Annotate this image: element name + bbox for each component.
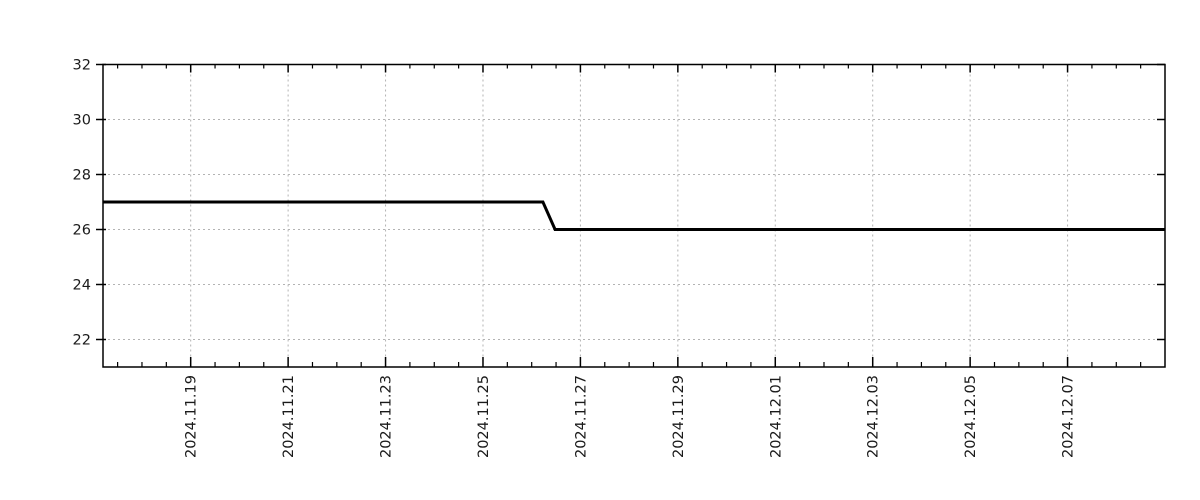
x-tick-label: 2024.12.03 (866, 375, 882, 458)
x-tick-label: 2024.11.21 (281, 375, 297, 458)
y-tick-label: 28 (73, 168, 91, 184)
y-tick-label: 26 (73, 223, 91, 239)
x-tick-label: 2024.11.27 (573, 375, 589, 458)
x-tick-label: 2024.11.23 (379, 375, 395, 458)
y-tick-label: 32 (73, 58, 91, 74)
x-tick-label: 2024.12.01 (768, 375, 784, 458)
x-tick-label: 2024.11.29 (671, 375, 687, 458)
plot-border (102, 63, 1166, 368)
series-line (103, 200, 1165, 231)
x-tick-label: 2024.11.25 (476, 375, 492, 458)
x-tick-label: 2024.12.05 (963, 375, 979, 458)
x-tick-label: 2024.12.07 (1061, 375, 1077, 458)
y-tick-label: 30 (73, 113, 91, 129)
x-tick-label: 2024.11.19 (184, 375, 200, 458)
y-tick-label: 24 (73, 278, 91, 294)
y-tick-label: 22 (73, 333, 91, 349)
